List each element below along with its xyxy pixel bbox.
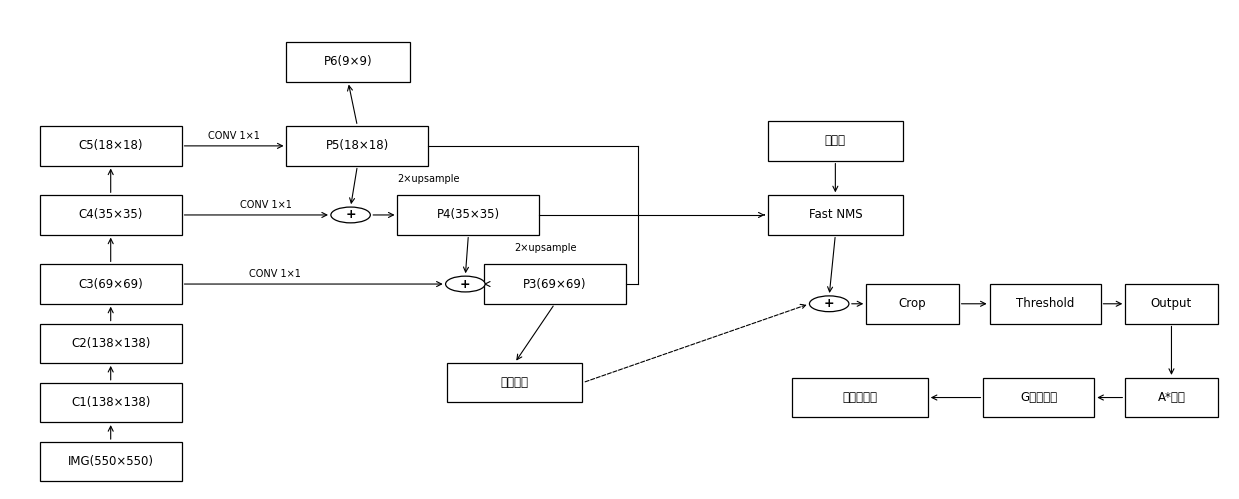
Text: Crop: Crop <box>898 297 927 310</box>
Text: A*规划: A*规划 <box>1157 391 1186 404</box>
Text: 2×upsample: 2×upsample <box>514 244 577 253</box>
Text: C3(69×69): C3(69×69) <box>78 277 142 290</box>
Bar <box>1125 378 1218 417</box>
Circle shape <box>331 207 370 223</box>
Text: P4(35×35): P4(35×35) <box>437 209 501 222</box>
Bar <box>40 383 182 422</box>
Text: +: + <box>460 277 471 290</box>
Circle shape <box>809 296 849 312</box>
Bar <box>767 195 903 235</box>
Text: 2×upsample: 2×upsample <box>398 174 460 184</box>
Bar <box>1125 284 1218 323</box>
Bar <box>40 323 182 363</box>
Bar <box>40 442 182 482</box>
Text: P5(18×18): P5(18×18) <box>326 139 389 152</box>
Circle shape <box>446 276 484 292</box>
Text: P6(9×9): P6(9×9) <box>323 55 373 68</box>
Bar <box>767 121 903 161</box>
Text: IMG(550×550): IMG(550×550) <box>68 455 154 468</box>
Text: +: + <box>824 297 835 310</box>
Text: CONV 1×1: CONV 1×1 <box>249 269 301 279</box>
Bar <box>40 195 182 235</box>
Text: +: + <box>346 209 356 222</box>
Text: 预测头: 预测头 <box>825 134 846 147</box>
Bar <box>984 378 1094 417</box>
Text: C2(138×138): C2(138×138) <box>71 337 150 350</box>
Bar <box>286 126 429 166</box>
Bar <box>866 284 959 323</box>
Text: Output: Output <box>1151 297 1192 310</box>
Text: C1(138×138): C1(138×138) <box>71 396 150 409</box>
Bar <box>483 264 626 304</box>
Bar <box>40 264 182 304</box>
Text: 原型掩模: 原型掩模 <box>501 376 529 389</box>
Bar <box>40 126 182 166</box>
Text: Fast NMS: Fast NMS <box>809 209 862 222</box>
Bar <box>398 195 539 235</box>
Text: Threshold: Threshold <box>1016 297 1074 310</box>
Bar <box>447 363 582 403</box>
Text: G语言输出: G语言输出 <box>1020 391 1057 404</box>
Text: P3(69×69): P3(69×69) <box>523 277 586 290</box>
Bar <box>792 378 928 417</box>
Text: 机械爪抓取: 机械爪抓取 <box>843 391 877 404</box>
Bar <box>286 42 410 82</box>
Text: CONV 1×1: CONV 1×1 <box>240 200 292 210</box>
Text: C4(35×35): C4(35×35) <box>78 209 142 222</box>
Text: CONV 1×1: CONV 1×1 <box>208 131 260 141</box>
Bar <box>990 284 1100 323</box>
Text: C5(18×18): C5(18×18) <box>78 139 142 152</box>
